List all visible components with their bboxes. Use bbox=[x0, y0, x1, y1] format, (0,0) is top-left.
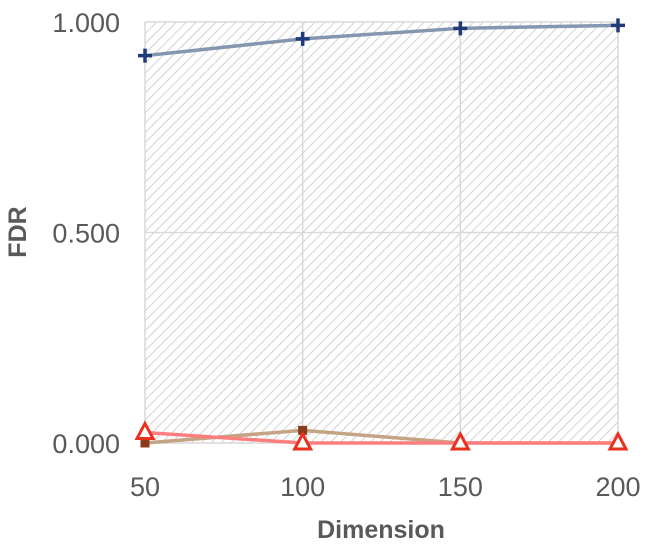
series-3-point bbox=[449, 430, 471, 451]
series-3-point bbox=[134, 420, 156, 440]
series-3 bbox=[134, 420, 629, 451]
series-1-point bbox=[611, 18, 625, 33]
x-tick-label: 150 bbox=[438, 472, 483, 502]
series-3-line bbox=[144, 430, 618, 445]
series-2-point bbox=[140, 438, 150, 448]
x-tick-label: 200 bbox=[595, 472, 640, 502]
series-3-point bbox=[292, 430, 314, 451]
x-tick-label: 50 bbox=[130, 472, 160, 502]
tick-labels: 0.000 0.500 1.000 50 100 150 200 bbox=[52, 8, 640, 502]
series-1-point bbox=[295, 31, 310, 46]
series-layer bbox=[134, 18, 629, 451]
y-axis-title: FDR bbox=[4, 206, 32, 257]
y-tick-label: 0.000 bbox=[52, 429, 120, 459]
series-1-point bbox=[453, 21, 468, 36]
x-axis-title: Dimension bbox=[317, 516, 445, 544]
y-tick-label: 0.500 bbox=[52, 219, 120, 249]
series-1 bbox=[138, 18, 625, 63]
y-tick-label: 1.000 bbox=[52, 8, 120, 38]
series-3-point bbox=[607, 430, 629, 451]
x-tick-label: 100 bbox=[280, 472, 325, 502]
series-1-point bbox=[138, 48, 152, 63]
gridlines bbox=[144, 21, 619, 444]
series-1-line bbox=[144, 23, 619, 58]
series-2-point bbox=[298, 425, 308, 435]
